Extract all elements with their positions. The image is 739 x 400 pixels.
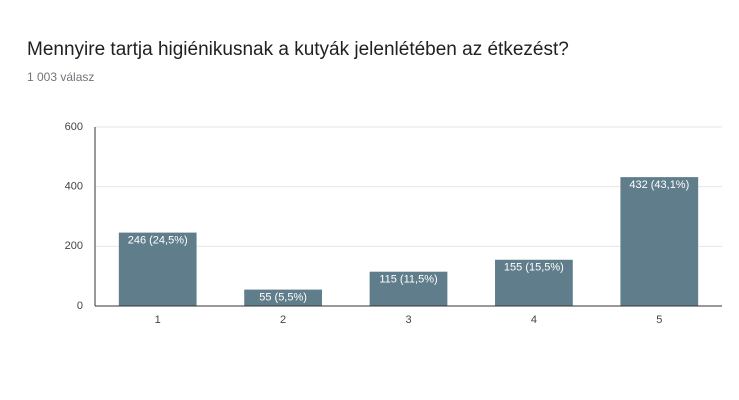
x-tick-label: 2	[280, 314, 286, 326]
value-label: 115 (11,5%)	[379, 274, 437, 286]
bar	[495, 259, 573, 306]
chart-title: Mennyire tartja higiénikusnak a kutyák j…	[27, 39, 569, 60]
bar	[244, 289, 322, 306]
value-label: 55 (5,5%)	[259, 291, 307, 303]
x-tick-label: 3	[405, 314, 411, 326]
value-label: 246 (24,5%)	[128, 235, 188, 247]
value-label: 432 (43,1%)	[629, 179, 689, 191]
y-tick-label: 0	[77, 300, 83, 312]
value-label: 155 (15,5%)	[504, 262, 564, 274]
bar	[369, 271, 448, 306]
bar	[118, 232, 197, 306]
bar	[620, 177, 699, 306]
x-tick-label: 5	[656, 314, 662, 326]
y-tick-label: 600	[65, 121, 83, 133]
y-tick-label: 200	[65, 240, 83, 252]
y-tick-label: 400	[65, 181, 83, 193]
x-tick-label: 1	[155, 314, 161, 326]
chart-subtitle: 1 003 válasz	[27, 70, 94, 84]
x-tick-label: 4	[531, 314, 537, 326]
